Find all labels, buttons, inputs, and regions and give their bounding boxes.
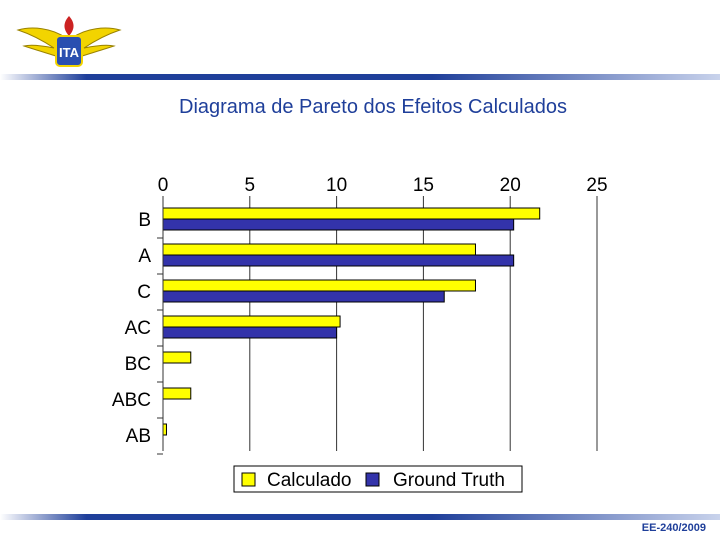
category-label: AC bbox=[125, 318, 151, 339]
x-tick-label: 25 bbox=[586, 175, 607, 196]
bar-calculado bbox=[162, 315, 341, 328]
x-tick-label: 0 bbox=[158, 175, 169, 196]
legend-swatch bbox=[365, 472, 380, 487]
bar-calculado bbox=[162, 423, 167, 436]
flame-icon bbox=[64, 16, 74, 36]
course-code: EE-240/2009 bbox=[641, 522, 706, 534]
footer-rule bbox=[0, 514, 720, 520]
bar-ground-truth bbox=[162, 254, 515, 267]
category-label: AB bbox=[126, 426, 151, 447]
category-label: B bbox=[138, 210, 151, 231]
bar-ground-truth bbox=[162, 218, 515, 231]
chart-title: Diagrama de Pareto dos Efeitos Calculado… bbox=[179, 96, 567, 118]
header-rule bbox=[0, 74, 720, 80]
category-label: A bbox=[138, 246, 151, 267]
bar-calculado bbox=[162, 243, 476, 256]
legend-swatch bbox=[241, 472, 256, 487]
logo-badge bbox=[55, 35, 83, 67]
left-wing-icon bbox=[16, 27, 67, 59]
x-tick-label: 15 bbox=[413, 175, 434, 196]
bar-calculado bbox=[162, 351, 192, 364]
bar-calculado bbox=[162, 279, 476, 292]
bar-calculado bbox=[162, 207, 541, 220]
legend-label: Ground Truth bbox=[393, 470, 505, 491]
x-tick-label: 5 bbox=[245, 175, 256, 196]
category-label: BC bbox=[125, 354, 151, 375]
x-tick-label: 10 bbox=[326, 175, 347, 196]
bar-calculado bbox=[162, 387, 192, 400]
logo-text: ITA bbox=[59, 45, 80, 60]
legend-label: Calculado bbox=[267, 470, 352, 491]
bar-ground-truth bbox=[162, 290, 445, 303]
category-label: ABC bbox=[112, 390, 151, 411]
bar-ground-truth bbox=[162, 326, 338, 339]
right-wing-icon bbox=[71, 27, 122, 59]
ita-wings-logo: ITA bbox=[16, 16, 122, 67]
category-label: C bbox=[137, 282, 151, 303]
x-tick-label: 20 bbox=[500, 175, 521, 196]
